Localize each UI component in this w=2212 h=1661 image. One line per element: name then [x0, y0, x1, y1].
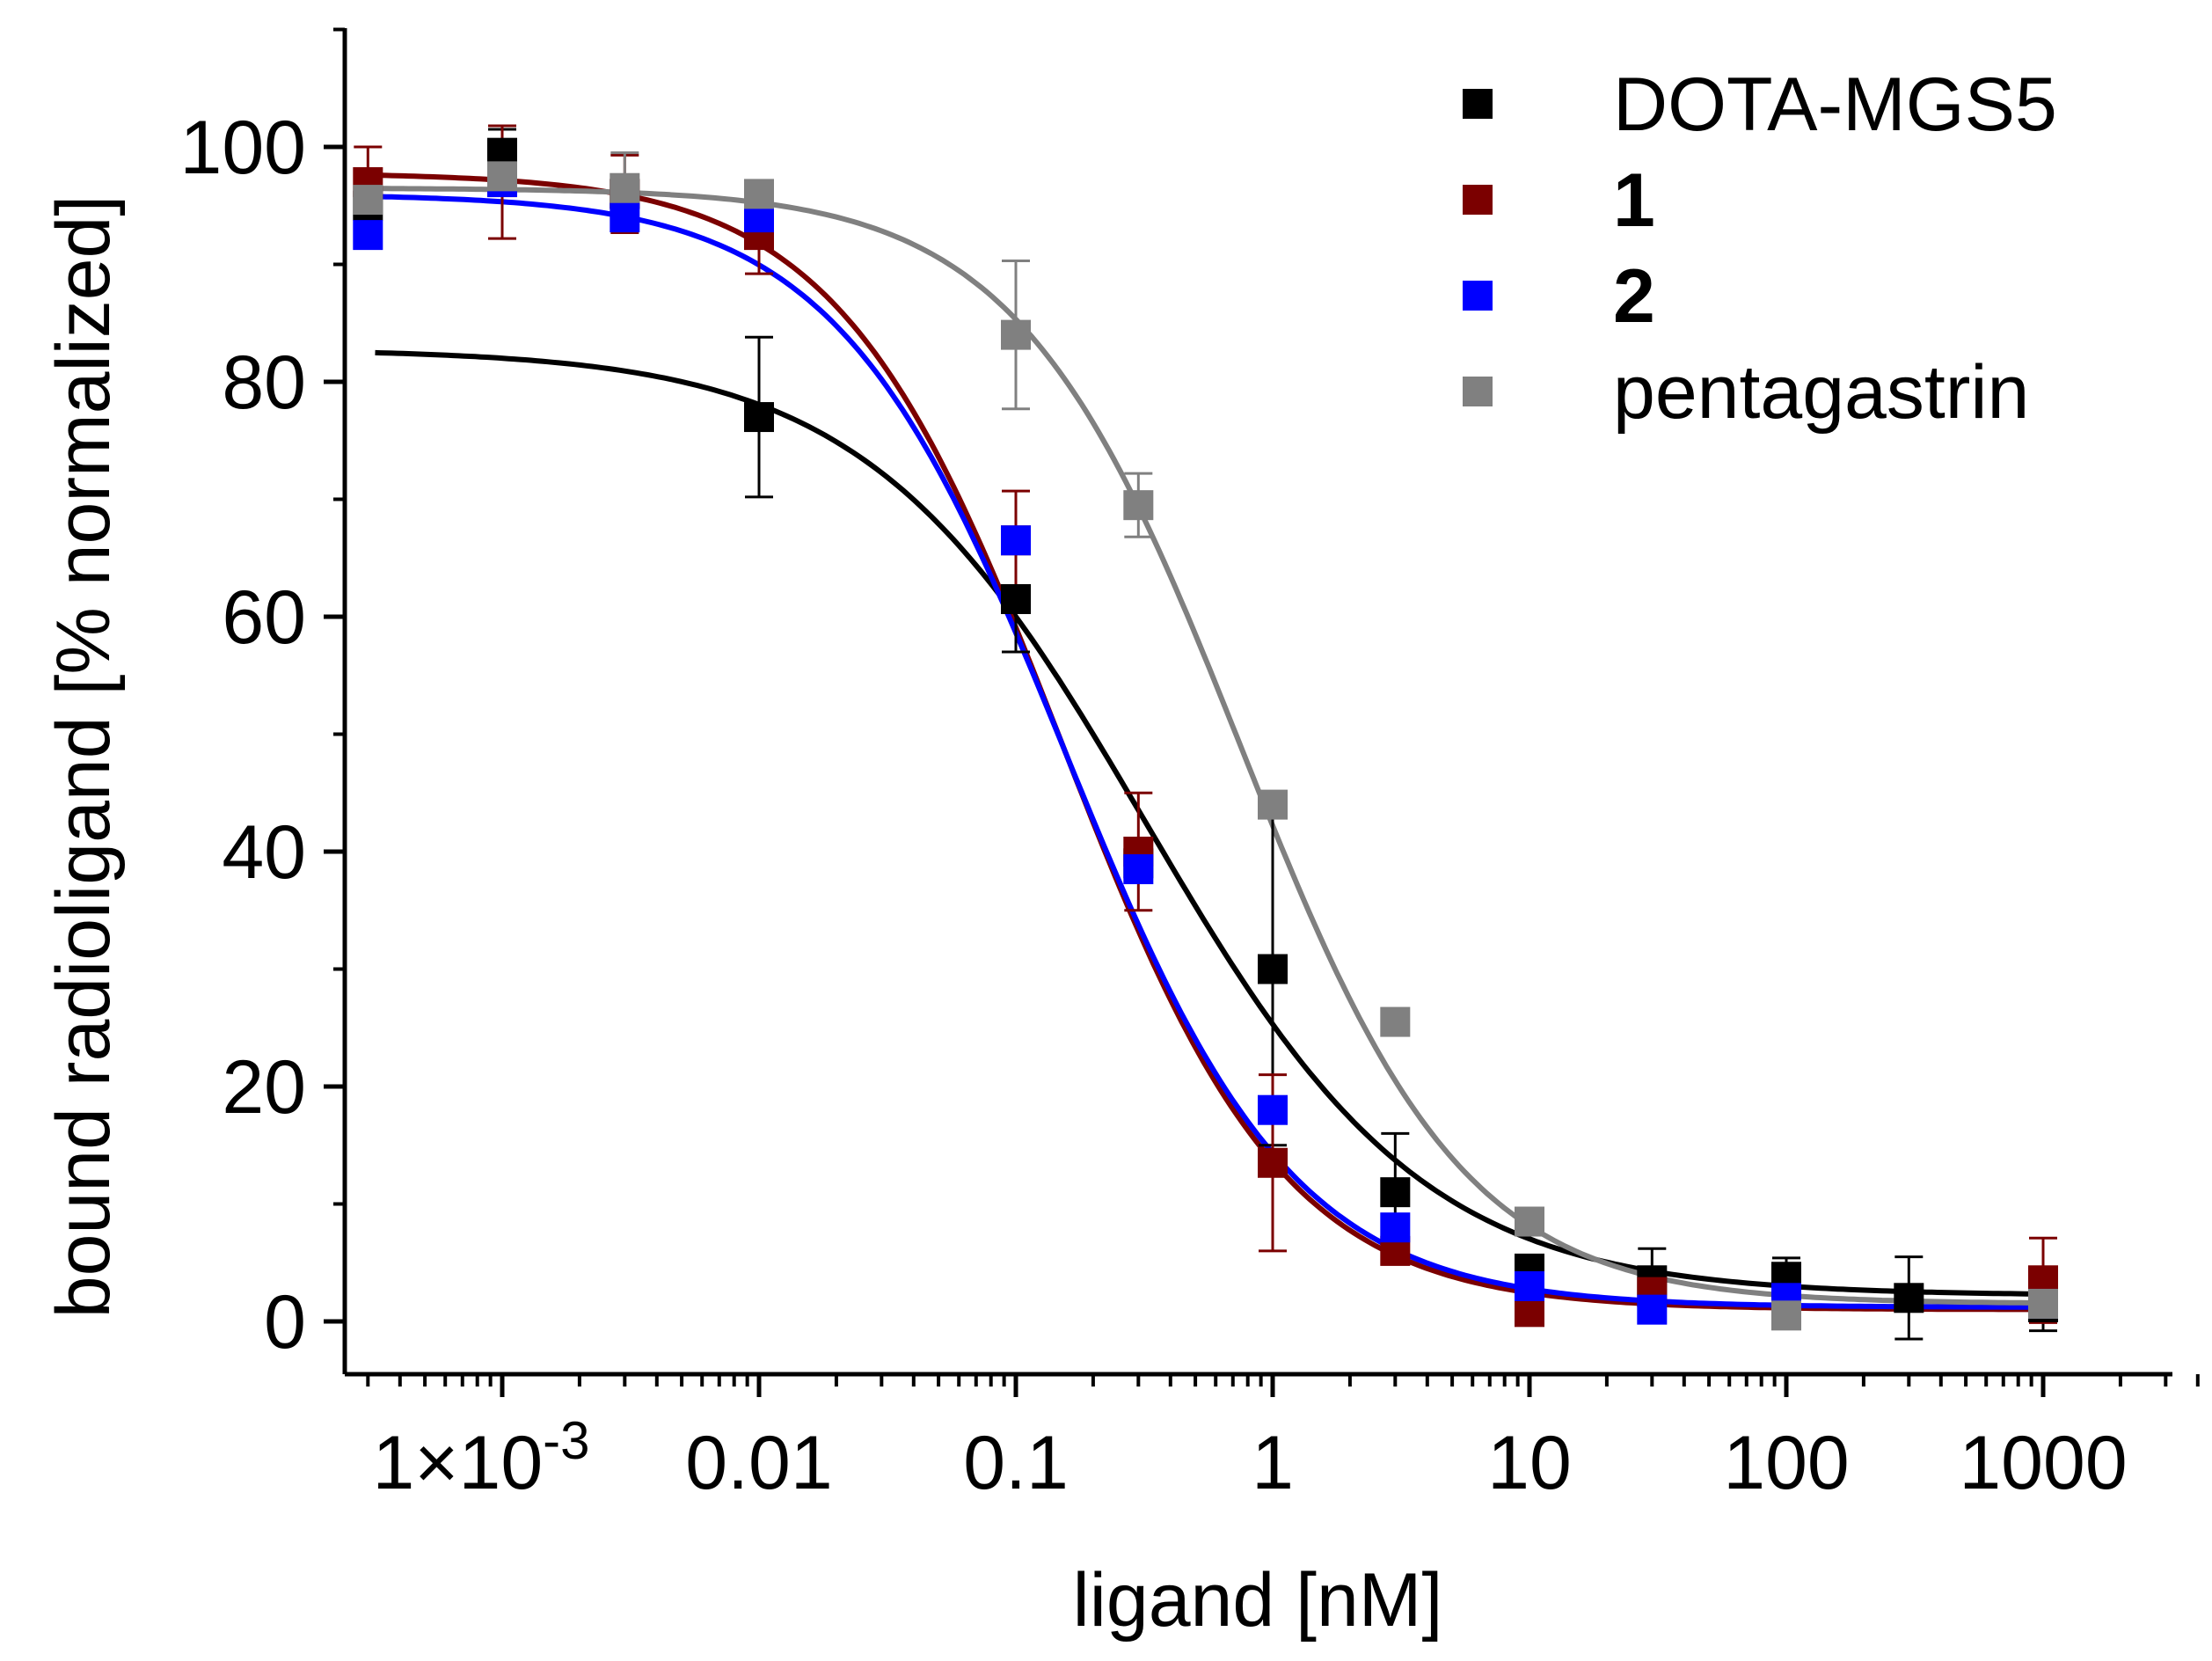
x-tick-label: 0.1 [963, 1421, 1069, 1505]
data-point [1001, 525, 1031, 556]
data-point [1515, 1270, 1544, 1301]
data-point [1258, 1094, 1288, 1125]
data-point [1123, 490, 1154, 521]
error-bars [354, 124, 2057, 1341]
data-points [353, 137, 2058, 1331]
data-point [2028, 1288, 2058, 1319]
data-point [353, 185, 383, 216]
data-point [744, 402, 774, 433]
legend: DOTA-MGS5 1 2 pentagastrin [1463, 62, 2057, 435]
data-point [1001, 319, 1031, 350]
y-axis-title: bound radioligand [% normalized] [41, 195, 126, 1318]
data-point [1515, 1206, 1544, 1237]
y-tick-label: 0 [264, 1280, 306, 1365]
legend-marker [1463, 89, 1493, 119]
x-tick-label: 100 [1723, 1421, 1850, 1505]
legend-marker [1463, 185, 1493, 215]
fit-curves [375, 172, 2044, 1313]
data-point [1258, 1147, 1288, 1178]
data-point [1123, 854, 1154, 885]
data-point [1380, 1006, 1411, 1037]
y-tick-label: 40 [222, 810, 306, 895]
legend-marker [1463, 281, 1493, 311]
y-tick-label: 60 [222, 575, 306, 660]
data-point [1001, 583, 1031, 614]
data-point [1894, 1283, 1924, 1313]
y-tick-label: 20 [222, 1045, 306, 1130]
y-tick-label: 100 [180, 106, 307, 190]
fit-curve [375, 194, 2043, 1310]
y-tick-label: 80 [222, 340, 306, 425]
data-point [1637, 1294, 1668, 1325]
x-tick-label: 1000 [1959, 1421, 2127, 1505]
data-point [1258, 954, 1288, 984]
x-tick-label: 1×10-3 [372, 1411, 589, 1505]
legend-label: 2 [1613, 254, 1655, 339]
legend-marker [1463, 377, 1493, 406]
y-ticks: 0 20 40 60 80 100 [180, 27, 345, 1365]
data-point [1380, 1177, 1411, 1208]
fit-curve [375, 172, 2044, 1313]
x-tick-label: 0.01 [685, 1421, 832, 1505]
x-tick-label: 1 [1252, 1421, 1294, 1505]
data-point [610, 172, 640, 203]
data-point [744, 179, 774, 209]
fit-curve [375, 186, 2043, 1306]
data-point [353, 220, 383, 251]
legend-label: pentagastrin [1613, 350, 2029, 435]
data-point [1771, 1300, 1801, 1331]
plot-area: 0 20 40 60 80 100 1×10-3 0.01 0.1 1 10 100 1000 [180, 27, 2200, 1505]
data-point [1515, 1297, 1544, 1328]
legend-label: DOTA-MGS5 [1613, 62, 2057, 147]
x-axis-title: ligand [nM] [1073, 1558, 1443, 1643]
fit-curve [375, 349, 2044, 1297]
data-point [1380, 1212, 1411, 1243]
data-point [1258, 789, 1288, 820]
x-ticks: 1×10-3 0.01 0.1 1 10 100 1000 [366, 1374, 2200, 1505]
legend-label: 1 [1613, 158, 1655, 243]
data-point [487, 161, 517, 192]
data-point [610, 202, 640, 233]
x-tick-label: 10 [1487, 1421, 1572, 1505]
